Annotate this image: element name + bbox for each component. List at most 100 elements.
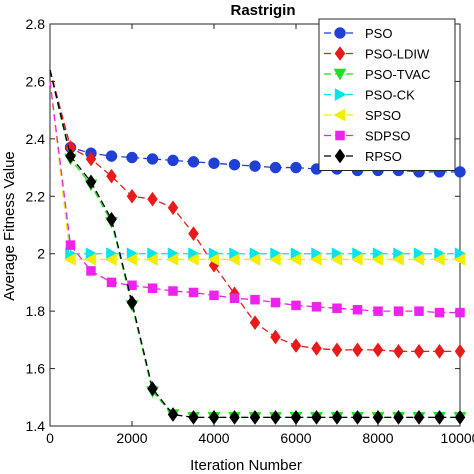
- data-point-rpso: [331, 409, 343, 425]
- legend-label-rpso: RPSO: [365, 149, 402, 164]
- data-point-rpso: [229, 409, 240, 425]
- data-point-spso: [104, 253, 117, 266]
- data-point-rpso: [188, 409, 199, 425]
- data-point-sdpso: [311, 302, 322, 312]
- legend-marker-pso-tvac: [333, 68, 347, 81]
- data-point-sdpso: [86, 266, 96, 276]
- data-point-pso: [208, 157, 220, 170]
- data-point-spso: [391, 253, 404, 266]
- data-point-rpso: [413, 409, 425, 425]
- legend-label-pso-ldiw: PSO-LDIW: [365, 47, 430, 62]
- data-point-sdpso: [106, 277, 117, 288]
- data-point-rpso: [393, 409, 404, 425]
- data-point-rpso: [147, 381, 158, 397]
- x-axis-label: Iteration Number: [190, 457, 302, 474]
- data-point-rpso: [270, 409, 281, 425]
- data-point-sdpso: [65, 240, 76, 250]
- data-point-spso: [63, 253, 76, 266]
- x-tick-label: 6000: [280, 430, 311, 446]
- y-tick-label: 1.4: [26, 418, 46, 434]
- data-point-spso: [125, 253, 138, 266]
- data-point-pso-ldiw: [188, 226, 199, 242]
- data-point-spso: [207, 253, 220, 266]
- data-point-spso: [350, 253, 363, 266]
- data-point-sdpso: [250, 294, 260, 305]
- data-point-pso-ldiw: [311, 341, 322, 356]
- x-tick-label: 8000: [362, 430, 393, 446]
- data-point-sdpso: [455, 307, 465, 318]
- series-rpso: [49, 69, 466, 425]
- data-point-pso: [228, 158, 241, 171]
- y-tick-label: 1.8: [26, 303, 46, 319]
- y-tick-label: 2: [37, 246, 45, 262]
- data-point-rpso: [126, 295, 138, 310]
- data-point-rpso: [311, 409, 322, 425]
- data-point-spso: [268, 253, 281, 266]
- data-point-sdpso: [373, 306, 383, 316]
- data-point-sdpso: [434, 307, 445, 318]
- y-tick-label: 2.8: [26, 16, 46, 32]
- data-point-sdpso: [393, 306, 404, 316]
- data-point-pso: [290, 161, 302, 174]
- data-point-sdpso: [188, 287, 199, 298]
- data-point-pso-ldiw: [352, 342, 363, 358]
- data-point-sdpso: [229, 293, 240, 303]
- data-point-rpso: [106, 211, 117, 227]
- data-point-spso: [186, 253, 199, 266]
- data-point-pso-ldiw: [106, 168, 117, 184]
- data-point-sdpso: [168, 286, 178, 296]
- legend-marker-pso-ck: [334, 88, 347, 101]
- x-tick-label: 0: [46, 430, 54, 446]
- series-spso: [49, 81, 466, 266]
- y-tick-label: 2.6: [26, 73, 46, 89]
- data-point-pso-ldiw: [147, 191, 158, 207]
- legend-label-pso: PSO: [365, 26, 392, 41]
- data-point-sdpso: [147, 283, 158, 293]
- x-tick-label: 10000: [441, 430, 474, 446]
- data-point-rpso: [372, 409, 384, 425]
- series-pso-ldiw: [49, 69, 466, 359]
- legend-marker-pso-ldiw: [334, 46, 346, 61]
- data-point-pso-ldiw: [85, 151, 97, 167]
- legend-label-sdpso: SDPSO: [365, 129, 411, 144]
- data-point-pso: [167, 154, 179, 167]
- data-point-rpso: [85, 174, 97, 190]
- legend-marker-pso: [334, 27, 346, 39]
- legend: PSO PSO-LDIW PSO-TVAC PSO-CK SPSO SDPSO RPSO: [318, 18, 456, 171]
- data-point-spso: [84, 253, 97, 266]
- data-point-rpso: [434, 409, 445, 425]
- data-point-spso: [412, 253, 425, 266]
- data-point-pso-ldiw: [270, 329, 281, 345]
- data-point-sdpso: [270, 297, 281, 308]
- data-point-rpso: [290, 409, 302, 425]
- data-point-spso: [432, 253, 445, 266]
- data-point-spso: [309, 253, 322, 266]
- data-point-pso: [454, 166, 466, 178]
- data-point-pso-ldiw: [413, 343, 425, 359]
- y-tick-label: 2.4: [26, 131, 46, 147]
- data-point-spso: [453, 253, 466, 266]
- legend-marker-spso: [333, 108, 346, 122]
- data-point-pso-ldiw: [331, 342, 343, 358]
- data-point-pso-ldiw: [126, 188, 138, 204]
- data-point-pso-ldiw: [393, 343, 404, 359]
- data-point-pso: [269, 161, 282, 174]
- data-point-spso: [145, 253, 158, 266]
- data-point-rpso: [208, 409, 220, 425]
- data-point-sdpso: [414, 306, 424, 316]
- y-tick-label: 2.2: [26, 188, 46, 204]
- series-sdpso: [49, 81, 465, 318]
- data-point-spso: [166, 253, 179, 266]
- data-point-spso: [330, 253, 343, 266]
- data-point-rpso: [249, 409, 261, 425]
- data-point-pso-ldiw: [454, 343, 466, 359]
- data-point-sdpso: [352, 304, 363, 315]
- data-point-spso: [289, 253, 302, 266]
- data-point-spso: [227, 253, 240, 266]
- x-tick-label: 2000: [116, 430, 147, 446]
- axes-box: [49, 23, 461, 427]
- data-point-pso-ldiw: [434, 343, 445, 359]
- data-point-sdpso: [332, 303, 342, 314]
- data-point-spso: [248, 253, 261, 266]
